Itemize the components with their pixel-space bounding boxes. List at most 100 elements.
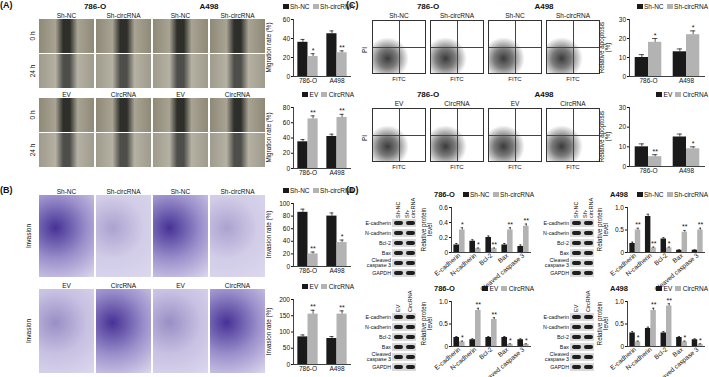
svg-text:**: ** (339, 44, 345, 51)
svg-text:40: 40 (283, 134, 291, 141)
svg-text:*: * (312, 47, 315, 54)
svg-text:E-cadherin: E-cadherin (608, 251, 638, 278)
svg-text:60: 60 (283, 16, 291, 23)
svg-text:N-cadherin: N-cadherin (624, 345, 653, 371)
svg-text:786-O: 786-O (299, 169, 317, 176)
svg-text:1.0: 1.0 (615, 204, 624, 211)
svg-text:*: * (668, 240, 671, 247)
svg-text:*: * (341, 233, 344, 240)
svg-text:786-O: 786-O (299, 77, 317, 84)
svg-text:**: ** (652, 148, 658, 155)
svg-text:786-O: 786-O (639, 77, 657, 84)
svg-text:786-O: 786-O (639, 167, 657, 174)
svg-text:Cleaved caspase 3: Cleaved caspase 3 (653, 345, 701, 377)
svg-text:**: ** (698, 221, 704, 228)
svg-text:N-cadherin: N-cadherin (624, 251, 653, 277)
svg-text:**: ** (492, 311, 498, 318)
svg-text:0.6: 0.6 (439, 204, 448, 211)
svg-text:A498: A498 (329, 77, 345, 84)
svg-text:E-cadherin: E-cadherin (432, 251, 462, 278)
svg-text:**: ** (682, 223, 688, 230)
svg-text:0.4: 0.4 (439, 219, 448, 226)
svg-text:786-O: 786-O (299, 267, 317, 274)
svg-text:0: 0 (620, 249, 624, 256)
svg-text:Bcl-2: Bcl-2 (478, 345, 494, 360)
svg-text:80: 80 (283, 104, 291, 111)
svg-text:0: 0 (622, 163, 626, 170)
svg-text:**: ** (310, 109, 316, 116)
svg-text:40: 40 (283, 35, 291, 42)
svg-text:A498: A498 (329, 169, 345, 176)
svg-text:**: ** (651, 240, 657, 247)
svg-text:E-cadherin: E-cadherin (432, 345, 462, 372)
svg-text:40: 40 (283, 237, 291, 244)
svg-text:N-cadherin: N-cadherin (449, 251, 478, 277)
svg-text:0: 0 (444, 343, 448, 350)
svg-text:0: 0 (620, 343, 624, 350)
svg-text:*: * (525, 337, 528, 344)
svg-text:20: 20 (283, 54, 291, 61)
svg-text:**: ** (339, 304, 345, 311)
svg-text:0: 0 (286, 361, 290, 368)
svg-text:20: 20 (619, 35, 627, 42)
svg-text:*: * (637, 334, 640, 341)
svg-text:0.5: 0.5 (615, 226, 624, 233)
svg-text:*: * (461, 334, 464, 341)
svg-text:30: 30 (619, 16, 627, 23)
svg-text:20: 20 (619, 123, 627, 130)
svg-text:80: 80 (283, 212, 291, 219)
svg-text:100: 100 (279, 200, 290, 207)
svg-text:0: 0 (286, 263, 290, 270)
svg-text:**: ** (651, 301, 657, 308)
svg-text:**: ** (476, 301, 482, 308)
svg-text:Cleaved caspase 3: Cleaved caspase 3 (479, 345, 527, 377)
svg-text:*: * (509, 337, 512, 344)
svg-text:1.0: 1.0 (439, 298, 448, 305)
svg-text:*: * (683, 334, 686, 341)
svg-text:*: * (461, 221, 464, 228)
svg-text:20: 20 (283, 149, 291, 156)
svg-text:30: 30 (619, 104, 627, 111)
svg-text:Cleaved caspase 3: Cleaved caspase 3 (652, 251, 700, 293)
svg-text:0.2: 0.2 (439, 234, 448, 241)
svg-text:0.5: 0.5 (439, 320, 448, 327)
svg-text:0.5: 0.5 (615, 320, 624, 327)
svg-text:Bcl-2: Bcl-2 (653, 345, 669, 360)
svg-text:**: ** (635, 221, 641, 228)
svg-text:**: ** (310, 303, 316, 310)
svg-text:20: 20 (283, 250, 291, 257)
svg-text:0: 0 (622, 73, 626, 80)
svg-text:**: ** (310, 245, 316, 252)
svg-text:0: 0 (444, 249, 448, 256)
svg-text:60: 60 (283, 119, 291, 126)
svg-text:100: 100 (279, 328, 290, 335)
svg-text:Bcl-2: Bcl-2 (478, 251, 494, 266)
svg-text:1.0: 1.0 (615, 298, 624, 305)
svg-text:A498: A498 (329, 365, 345, 372)
svg-text:*: * (477, 241, 480, 248)
svg-text:**: ** (508, 221, 514, 228)
svg-text:10: 10 (619, 143, 627, 150)
svg-text:**: ** (492, 241, 498, 248)
svg-text:A498: A498 (679, 167, 695, 174)
svg-text:10: 10 (619, 54, 627, 61)
svg-text:N-cadherin: N-cadherin (449, 345, 478, 371)
svg-text:*: * (654, 32, 657, 39)
svg-text:50: 50 (283, 344, 291, 351)
svg-text:0: 0 (286, 165, 290, 172)
svg-text:Cleaved caspase 3: Cleaved caspase 3 (478, 251, 526, 293)
svg-text:**: ** (667, 297, 673, 304)
svg-text:*: * (699, 337, 702, 344)
svg-text:*: * (692, 24, 695, 31)
svg-text:*: * (692, 140, 695, 147)
svg-text:0: 0 (286, 73, 290, 80)
svg-text:200: 200 (279, 296, 290, 303)
svg-text:60: 60 (283, 225, 291, 232)
svg-text:A498: A498 (679, 77, 695, 84)
svg-text:150: 150 (279, 312, 290, 319)
svg-text:A498: A498 (329, 267, 345, 274)
svg-text:**: ** (339, 107, 345, 114)
svg-text:**: ** (524, 217, 530, 224)
svg-text:Bcl-2: Bcl-2 (653, 251, 669, 266)
svg-text:786-O: 786-O (299, 365, 317, 372)
